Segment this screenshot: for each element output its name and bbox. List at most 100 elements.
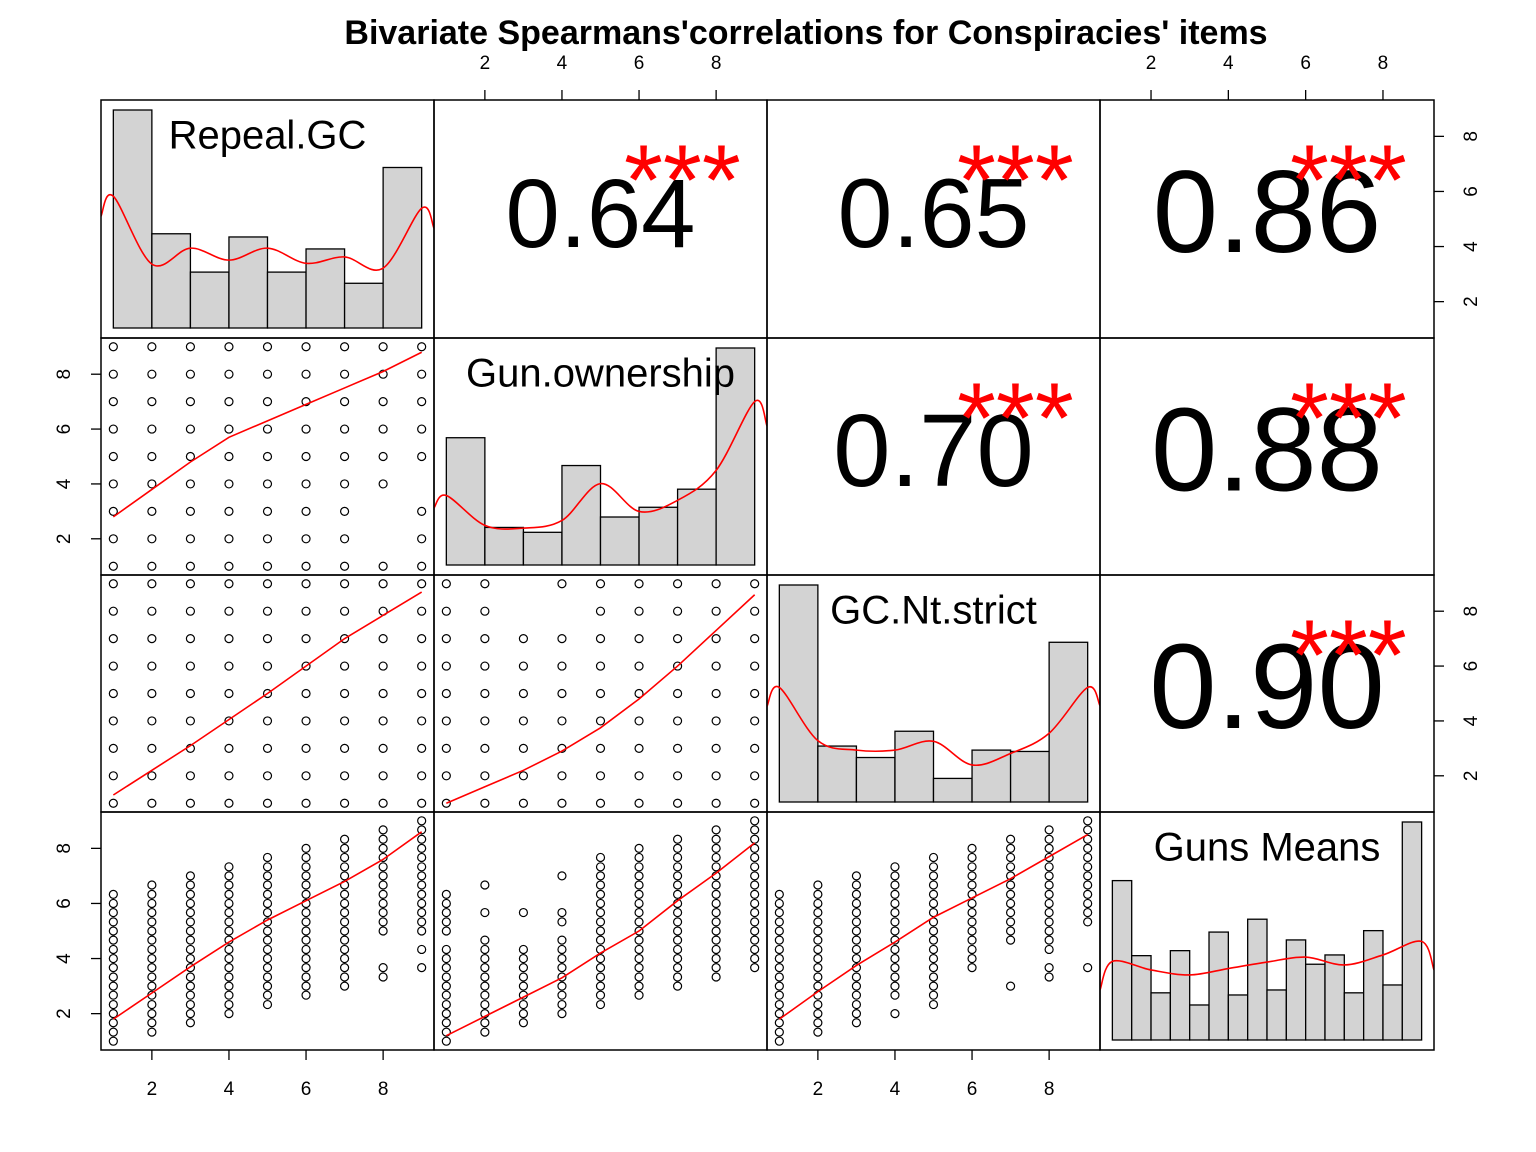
scatter-point — [441, 953, 451, 964]
scatter-point — [890, 981, 900, 991]
scatter-point — [813, 898, 823, 909]
scatter-point — [595, 688, 606, 699]
scatter-point — [711, 935, 721, 945]
scatter-point — [108, 451, 118, 462]
panel — [774, 816, 1093, 1046]
scatter-point — [750, 816, 760, 826]
histogram-bar — [228, 236, 269, 329]
scatter-point — [711, 743, 721, 753]
scatter-point — [301, 534, 311, 544]
scatter-point — [301, 716, 311, 726]
scatter-point — [672, 606, 683, 616]
scatter-point — [1044, 898, 1054, 909]
scatter-point — [262, 944, 273, 955]
scatter-point — [417, 661, 427, 671]
scatter-point — [813, 953, 823, 964]
scatter-point — [1083, 852, 1093, 863]
scatter-point — [147, 926, 157, 936]
scatter-point — [339, 579, 350, 589]
scatter-point — [108, 926, 118, 936]
scatter-point — [262, 953, 273, 964]
scatter-point — [928, 999, 939, 1010]
scatter-point — [339, 661, 350, 671]
scatter-point — [185, 688, 196, 699]
scatter-point — [711, 634, 721, 644]
scatter-point — [928, 935, 939, 945]
scatter-point — [224, 561, 234, 571]
scatter-point — [224, 397, 234, 407]
scatter-point — [557, 688, 567, 699]
scatter-point — [262, 880, 273, 890]
scatter-point — [557, 944, 567, 955]
histogram-bar — [305, 248, 346, 329]
significance-stars: *** — [1290, 362, 1407, 474]
density-line — [434, 399, 767, 530]
scatter-point — [967, 917, 977, 927]
scatter-point — [262, 999, 273, 1010]
scatter-point — [301, 369, 311, 379]
scatter-point — [595, 926, 606, 936]
scatter-point — [518, 981, 529, 991]
histogram-bar — [1131, 955, 1152, 1041]
x-tick-label: 4 — [557, 53, 568, 74]
scatter-point — [301, 935, 311, 945]
scatter-point — [301, 953, 311, 964]
variable-label: GC.Nt.strict — [830, 589, 1037, 633]
scatter-point — [224, 716, 234, 726]
scatter-point — [339, 606, 350, 616]
scatter-point — [108, 1009, 118, 1019]
scatter-point — [147, 688, 157, 699]
scatter-point — [634, 963, 644, 973]
scatter-point — [147, 953, 157, 964]
scatter-point — [672, 743, 683, 753]
scatter-point — [967, 953, 977, 964]
panel: 0.90*** — [1149, 599, 1407, 754]
scatter-point — [595, 862, 606, 872]
density-line — [101, 193, 434, 271]
scatter-point — [557, 990, 567, 1000]
scatter-point — [595, 880, 606, 890]
y-tick-label: 8 — [54, 843, 75, 854]
scatter-point — [417, 771, 427, 781]
scatter-point — [108, 397, 118, 407]
scatter-point — [262, 606, 273, 616]
scatter-point — [774, 972, 784, 982]
scatter-point — [262, 862, 273, 872]
scatter-point — [339, 963, 350, 973]
scatter-point — [147, 424, 157, 434]
scatter-point — [813, 1027, 823, 1037]
scatter-point — [417, 852, 427, 863]
scatter-point — [1083, 917, 1093, 927]
scatter-point — [890, 898, 900, 909]
y-tick-label: 2 — [54, 1008, 75, 1019]
scatter-point — [224, 953, 234, 964]
scatter-point — [224, 634, 234, 644]
scatter-point — [147, 907, 157, 918]
scatter-point — [339, 424, 350, 434]
scatter-point — [185, 451, 196, 462]
scatter-point — [1005, 917, 1016, 927]
scatter-point — [339, 843, 350, 853]
scatter-point — [750, 579, 760, 589]
scatter-point — [634, 990, 644, 1000]
scatter-point — [185, 926, 196, 936]
scatter-point — [813, 999, 823, 1010]
scatter-point — [774, 1036, 784, 1046]
scatter-point — [417, 534, 427, 544]
histogram-bar — [151, 233, 192, 329]
x-tick-label: 4 — [1223, 53, 1234, 74]
scatter-point — [774, 953, 784, 964]
x-tick-label: 6 — [1300, 53, 1311, 74]
scatter-point — [339, 634, 350, 644]
panel: 0.86*** — [1153, 124, 1407, 277]
scatter-point — [378, 661, 388, 671]
scatter-point — [185, 935, 196, 945]
significance-stars: *** — [1290, 599, 1407, 711]
scatter-point — [672, 716, 683, 726]
scatter-point — [672, 579, 683, 589]
scatter-point — [108, 935, 118, 945]
scatter-point — [774, 990, 784, 1000]
scatter-point — [813, 963, 823, 973]
scatter-point — [417, 688, 427, 699]
scatter-point — [851, 880, 862, 890]
